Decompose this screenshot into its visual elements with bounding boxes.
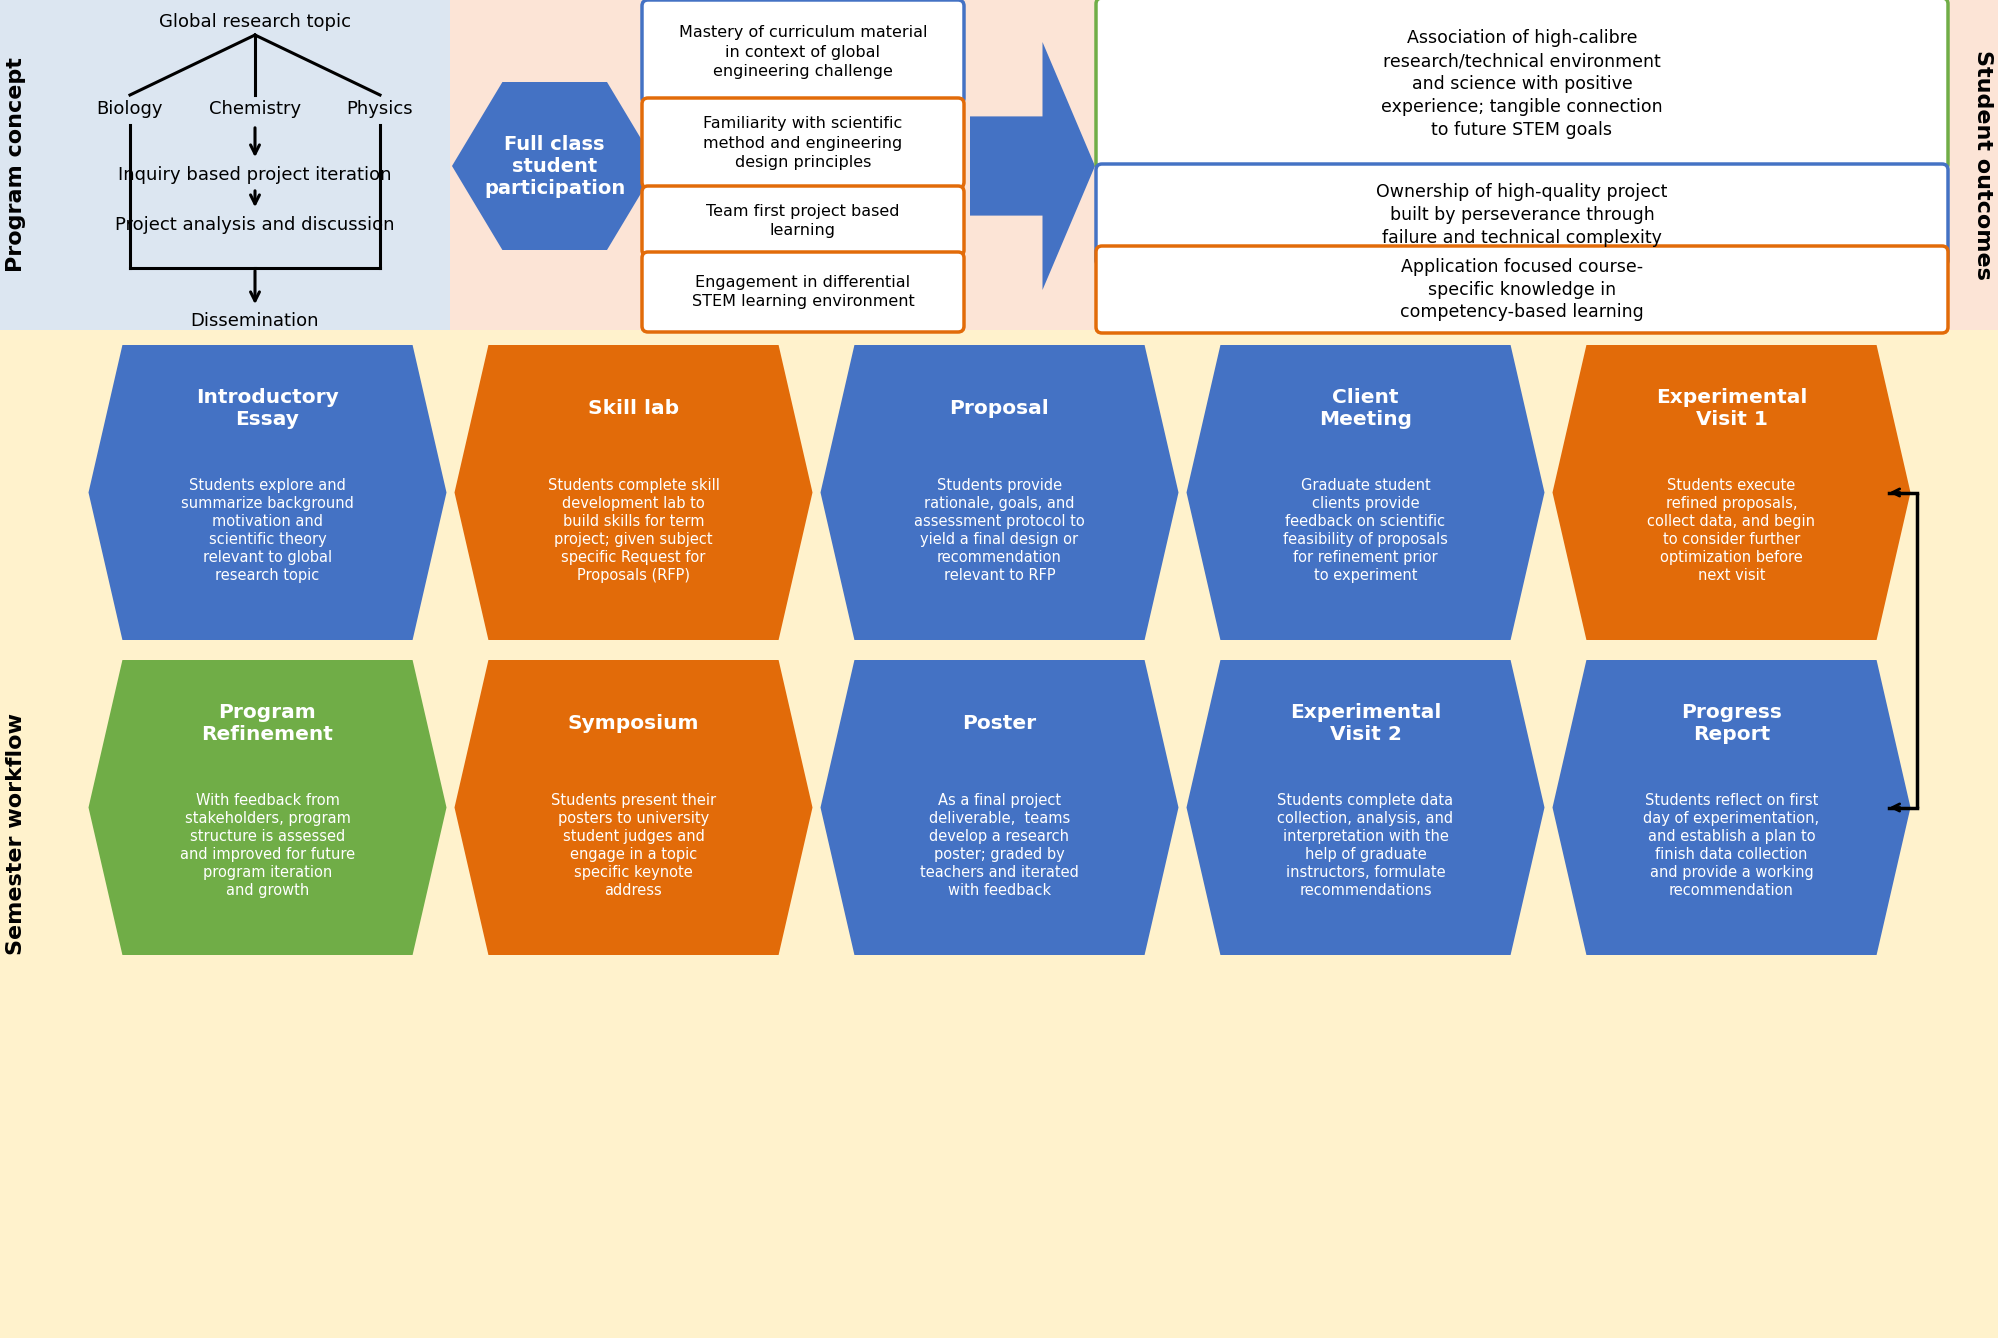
Polygon shape (819, 345, 1179, 640)
Text: Engagement in differential
STEM learning environment: Engagement in differential STEM learning… (691, 274, 913, 309)
Text: Experimental
Visit 1: Experimental Visit 1 (1654, 388, 1806, 429)
Polygon shape (1187, 345, 1544, 640)
Text: Graduate student
clients provide
feedback on scientific
feasibility of proposals: Graduate student clients provide feedbac… (1283, 479, 1447, 583)
Polygon shape (969, 41, 1095, 290)
FancyBboxPatch shape (1095, 0, 1946, 170)
Text: Client
Meeting: Client Meeting (1319, 388, 1411, 429)
Text: Students provide
rationale, goals, and
assessment protocol to
yield a final desi: Students provide rationale, goals, and a… (913, 479, 1085, 583)
Text: Students complete skill
development lab to
build skills for term
project; given : Students complete skill development lab … (547, 479, 719, 583)
Text: Ownership of high-quality project
built by perseverance through
failure and tech: Ownership of high-quality project built … (1377, 183, 1666, 248)
Text: Association of high-calibre
research/technical environment
and science with posi: Association of high-calibre research/tec… (1381, 29, 1662, 139)
Text: Experimental
Visit 2: Experimental Visit 2 (1289, 702, 1441, 744)
Text: Students complete data
collection, analysis, and
interpretation with the
help of: Students complete data collection, analy… (1277, 793, 1453, 898)
Polygon shape (819, 660, 1179, 955)
Text: Program concept: Program concept (6, 58, 26, 273)
Polygon shape (452, 82, 657, 250)
Text: With feedback from
stakeholders, program
structure is assessed
and improved for : With feedback from stakeholders, program… (180, 793, 356, 898)
Text: Introductory
Essay: Introductory Essay (196, 388, 340, 429)
Text: Physics: Physics (346, 100, 414, 118)
Polygon shape (454, 660, 811, 955)
Text: Students execute
refined proposals,
collect data, and begin
to consider further
: Students execute refined proposals, coll… (1646, 479, 1814, 583)
Text: Progress
Report: Progress Report (1680, 702, 1780, 744)
Text: Full class
student
participation: Full class student participation (484, 135, 625, 198)
FancyBboxPatch shape (0, 0, 1998, 330)
FancyBboxPatch shape (450, 0, 1998, 330)
Polygon shape (1187, 660, 1544, 955)
Text: Chemistry: Chemistry (210, 100, 302, 118)
Text: Students present their
posters to university
student judges and
engage in a topi: Students present their posters to univer… (551, 793, 715, 898)
FancyBboxPatch shape (641, 186, 963, 256)
Text: Inquiry based project iteration: Inquiry based project iteration (118, 166, 392, 185)
Polygon shape (88, 660, 446, 955)
Polygon shape (88, 345, 446, 640)
FancyBboxPatch shape (1095, 246, 1946, 333)
Polygon shape (1552, 660, 1910, 955)
Text: Project analysis and discussion: Project analysis and discussion (116, 215, 394, 234)
FancyBboxPatch shape (0, 330, 1998, 1338)
Polygon shape (454, 345, 811, 640)
Text: Poster: Poster (961, 714, 1037, 733)
Text: Students reflect on first
day of experimentation,
and establish a plan to
finish: Students reflect on first day of experim… (1642, 793, 1818, 898)
Polygon shape (1552, 345, 1910, 640)
Text: Program
Refinement: Program Refinement (202, 702, 334, 744)
Text: Students explore and
summarize background
motivation and
scientific theory
relev: Students explore and summarize backgroun… (182, 479, 354, 583)
Text: Global research topic: Global research topic (160, 13, 352, 31)
Text: Team first project based
learning: Team first project based learning (705, 203, 899, 238)
Text: Application focused course-
specific knowledge in
competency-based learning: Application focused course- specific kno… (1399, 258, 1642, 321)
FancyBboxPatch shape (641, 0, 963, 104)
Text: Proposal: Proposal (949, 399, 1049, 417)
Text: Dissemination: Dissemination (190, 312, 320, 330)
Text: Familiarity with scientific
method and engineering
design principles: Familiarity with scientific method and e… (703, 116, 903, 170)
Text: Semester workflow: Semester workflow (6, 713, 26, 955)
Text: As a final project
deliverable,  teams
develop a research
poster; graded by
teac: As a final project deliverable, teams de… (919, 793, 1079, 898)
FancyBboxPatch shape (641, 98, 963, 189)
Text: Mastery of curriculum material
in context of global
engineering challenge: Mastery of curriculum material in contex… (679, 25, 927, 79)
Text: Student outcomes: Student outcomes (1972, 50, 1992, 280)
Text: Symposium: Symposium (567, 714, 699, 733)
FancyBboxPatch shape (1095, 165, 1946, 266)
Text: Skill lab: Skill lab (587, 399, 679, 417)
FancyBboxPatch shape (641, 252, 963, 332)
Text: Biology: Biology (96, 100, 164, 118)
